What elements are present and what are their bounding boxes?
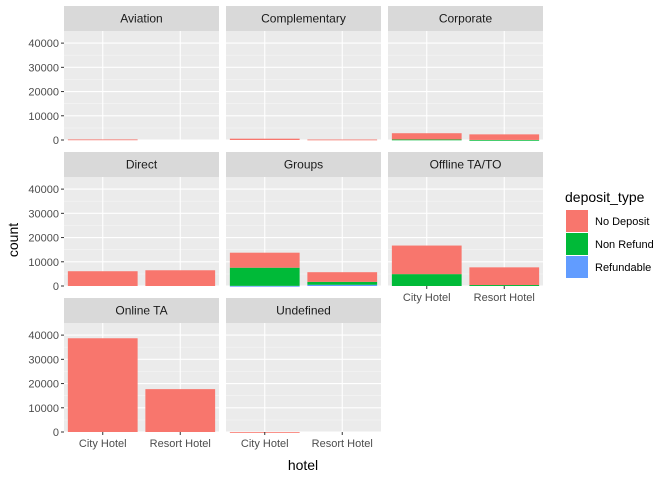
panel-background	[388, 31, 543, 140]
facet-strip-label: Direct	[126, 158, 158, 172]
y-tick-label: 20000	[28, 87, 59, 99]
legend-title: deposit_type	[565, 189, 645, 205]
facet-strip	[388, 152, 543, 177]
bar-segment-no-deposit	[307, 272, 378, 282]
facet-strip-label: Aviation	[120, 12, 162, 26]
bar-segment-no-deposit	[469, 267, 540, 286]
x-tick-label: City Hotel	[241, 438, 289, 450]
bar-segment-no-deposit	[469, 134, 540, 140]
y-tick-label: 40000	[28, 330, 59, 342]
y-tick-label: 40000	[28, 184, 59, 196]
y-tick-label: 30000	[28, 62, 59, 74]
legend-swatch-refundable	[566, 256, 588, 278]
y-tick-label: 30000	[28, 208, 59, 220]
x-tick-label: City Hotel	[79, 438, 127, 450]
bar-segment-refundable	[307, 284, 378, 286]
facet-strip	[226, 298, 381, 323]
bar-segment-non-refund	[469, 285, 540, 286]
bar-segment-no-deposit	[307, 139, 378, 141]
panel-background	[226, 323, 381, 432]
facet-strip-label: Offline TA/TO	[430, 158, 502, 172]
bar-segment-no-deposit	[391, 133, 462, 140]
y-tick-label: 0	[53, 281, 59, 293]
bar-segment-non-refund	[391, 274, 462, 286]
y-axis-title: count	[5, 223, 21, 257]
facet-online-ta: Online TA 0 10000 20000 30000 40000 City Hotel…	[28, 298, 219, 450]
facet-strip-label: Corporate	[439, 12, 493, 26]
bar-segment-non-refund	[229, 267, 300, 286]
bar-segment-no-deposit	[145, 389, 216, 432]
bar-segment-non-refund	[307, 281, 378, 285]
facet-strip	[226, 6, 381, 31]
x-tick-label: Resort Hotel	[312, 438, 373, 450]
legend-label: No Deposit	[595, 216, 649, 228]
facet-direct: Direct 0 10000 20000 30000 40000	[28, 152, 219, 293]
bar-segment-no-deposit	[67, 139, 138, 141]
legend-label: Refundable	[595, 262, 651, 274]
panel-background	[64, 31, 219, 140]
facet-complementary: Complementary	[226, 6, 381, 141]
legend: deposit_type No Deposit Non Refund Refundab…	[565, 189, 654, 278]
bar-segment-refundable	[229, 285, 300, 287]
y-tick-label: 0	[53, 135, 59, 147]
legend-swatch-non-refund	[566, 233, 588, 255]
facet-strip-label: Online TA	[115, 304, 167, 318]
bar-segment-no-deposit	[145, 270, 216, 286]
bar-segment-no-deposit	[67, 271, 138, 286]
facet-strip-label: Groups	[284, 158, 323, 172]
facet-strip	[64, 298, 219, 323]
facet-corporate: Corporate	[388, 6, 543, 141]
y-tick-label: 40000	[28, 38, 59, 50]
y-tick-label: 0	[53, 427, 59, 439]
x-axis-title: hotel	[288, 457, 318, 473]
facet-strip-label: Complementary	[261, 12, 346, 26]
x-tick-label: Resort Hotel	[474, 292, 535, 304]
y-tick-label: 10000	[28, 111, 59, 123]
y-tick-label: 20000	[28, 379, 59, 391]
facet-strip	[64, 152, 219, 177]
legend-swatch-no-deposit	[566, 210, 588, 232]
facet-strip	[64, 6, 219, 31]
facet-undefined: Undefined City Hotel Resort Hotel	[226, 298, 381, 450]
facet-strip	[388, 6, 543, 31]
bar-segment-no-deposit	[67, 338, 138, 432]
facet-offline-ta-to: Offline TA/TO City Hotel Resort Hotel	[388, 152, 543, 304]
bar-segment-non-refund	[469, 139, 540, 141]
x-tick-label: Resort Hotel	[150, 438, 211, 450]
panel-background	[64, 177, 219, 286]
bar-segment-no-deposit	[391, 245, 462, 275]
bar-segment-non-refund	[391, 139, 462, 141]
x-tick-label: City Hotel	[403, 292, 451, 304]
facet-groups: Groups	[226, 152, 381, 287]
panel-background	[226, 31, 381, 140]
bar-segment-no-deposit	[229, 138, 300, 140]
y-tick-label: 30000	[28, 354, 59, 366]
y-tick-label: 10000	[28, 257, 59, 269]
y-tick-label: 20000	[28, 233, 59, 245]
facet-strip-label: Undefined	[276, 304, 331, 318]
y-tick-label: 10000	[28, 403, 59, 415]
facet-aviation: Aviation 0 10000 20000 30000 40000	[28, 6, 219, 147]
bar-segment-no-deposit	[229, 252, 300, 268]
legend-label: Non Refund	[595, 239, 654, 251]
facet-strip	[226, 152, 381, 177]
